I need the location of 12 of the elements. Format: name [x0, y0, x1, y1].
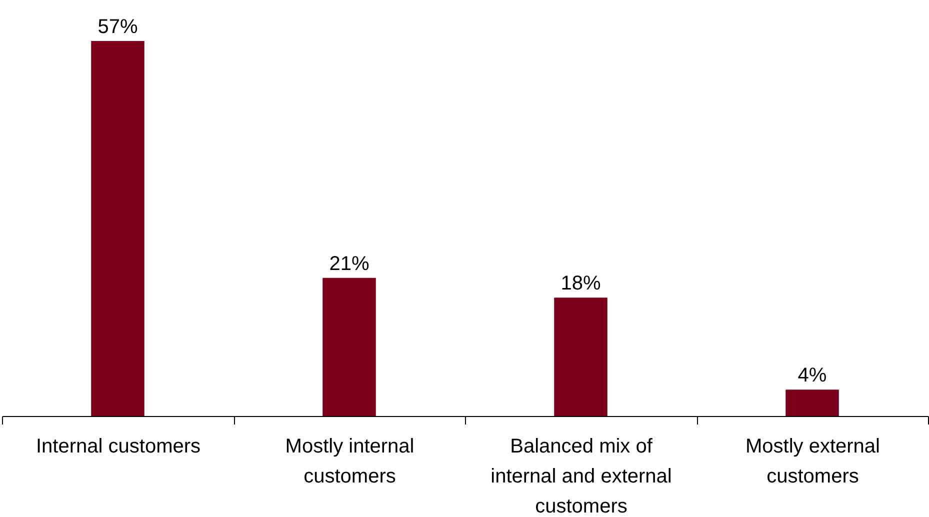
- data-label: 57%: [98, 16, 138, 38]
- data-label: 21%: [329, 252, 370, 275]
- x-tick-label: Mostly external customers: [746, 436, 880, 488]
- bar: [322, 278, 376, 416]
- x-tick-label: Mostly internal customers: [285, 436, 414, 488]
- bar: [786, 390, 839, 416]
- data-label: 18%: [560, 272, 601, 295]
- bar: [91, 41, 144, 416]
- data-label: 4%: [798, 364, 827, 387]
- x-tick-label: Balanced mix of internal and external customers: [490, 436, 672, 517]
- bar: [554, 298, 608, 416]
- x-tick-label: Internal customers: [36, 436, 201, 458]
